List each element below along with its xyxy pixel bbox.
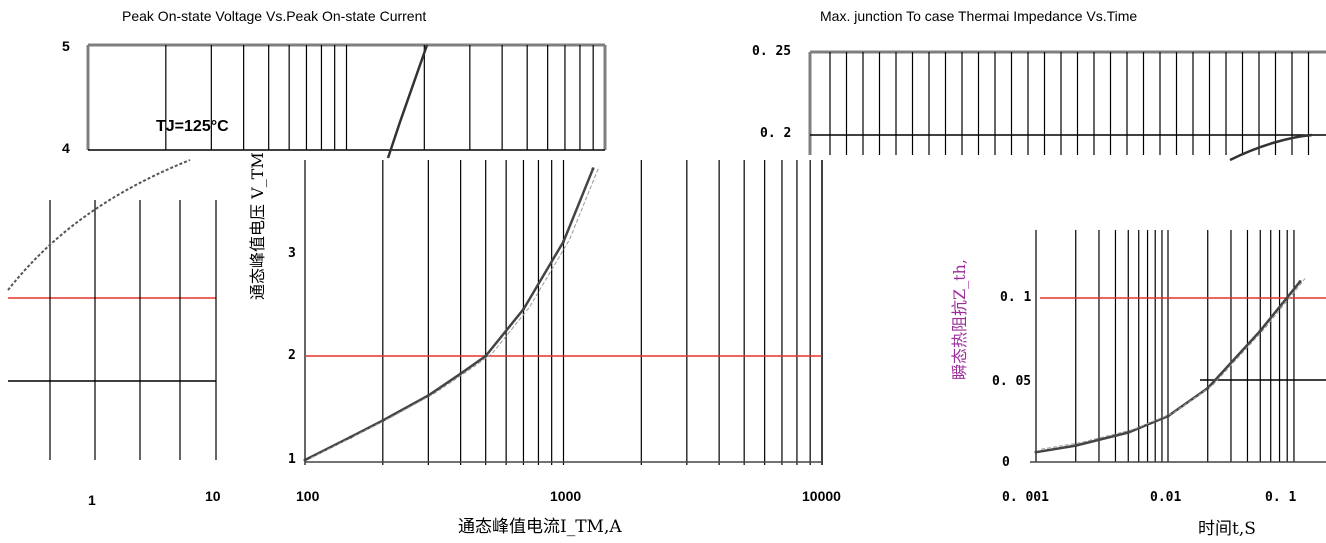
right-y-tick-label: 0. 25 [752, 44, 792, 59]
right-x-axis-label: 时间t,S [1198, 519, 1256, 539]
left-upper-curve [386, 44, 429, 159]
right-series-point [1126, 430, 1130, 434]
right-y-tick-label: 0. 05 [992, 374, 1032, 389]
left-x-tick-label: 10000 [802, 488, 841, 504]
right-series-point [1206, 386, 1210, 390]
right-chart-title: Max. junction To case Thermai Impedance … [820, 8, 1138, 24]
left-series-point [381, 418, 385, 422]
left-y-tick-label: 1 [288, 452, 296, 467]
right-y-axis-label: 瞬态热阻抗Z_th, [950, 259, 969, 380]
right-series-point [1258, 329, 1262, 333]
left-series-point [591, 167, 595, 171]
left-x-tick-label: 1 [88, 492, 96, 508]
left-series-line-shadow [310, 166, 600, 459]
left-series-point [484, 354, 488, 358]
left-x-tick-label: 10 [205, 488, 221, 504]
left-series-point [459, 372, 463, 376]
left-x-tick-label: 100 [296, 488, 320, 504]
right-series-point [1166, 414, 1170, 418]
left-series-line [304, 168, 595, 462]
left-y-tick-label: 2 [288, 348, 296, 363]
right-y-tick-label: 0. 2 [760, 126, 792, 141]
right-x-tick-label: 0.01 [1150, 490, 1182, 505]
right-series-point [1034, 450, 1038, 454]
right-x-tick-label: 0. 1 [1265, 490, 1297, 505]
left-y-tick-label: 5 [62, 38, 70, 54]
left-fragment-curve [7, 159, 191, 291]
left-x-axis-label: 通态峰值电流I_TM,A [458, 517, 622, 537]
left-series-point [349, 435, 353, 439]
right-x-tick-label: 0. 001 [1002, 490, 1049, 505]
right-y-tick-label: 0 [1002, 455, 1010, 470]
left-series-point [303, 458, 307, 462]
left-y-tick-label: 3 [288, 246, 296, 261]
right-series-point [1298, 280, 1302, 284]
right-series-line-shadow [1040, 278, 1306, 450]
left-y-axis-label: 通态峰值电压 V_TM [248, 152, 267, 300]
left-x-tick-label: 1000 [550, 488, 582, 504]
left-y-tick-label: 4 [62, 140, 70, 156]
left-series-point [426, 394, 430, 398]
left-chart-title: Peak On-state Voltage Vs.Peak On-state C… [122, 8, 427, 24]
junction-temperature-annotation: TJ=125°C [156, 118, 229, 135]
left-series-point [521, 307, 525, 311]
right-series-point [1074, 444, 1078, 448]
left-series-point [562, 240, 565, 244]
right-y-tick-label: 0. 1 [1000, 290, 1032, 305]
right-upper-curve [1229, 133, 1313, 162]
